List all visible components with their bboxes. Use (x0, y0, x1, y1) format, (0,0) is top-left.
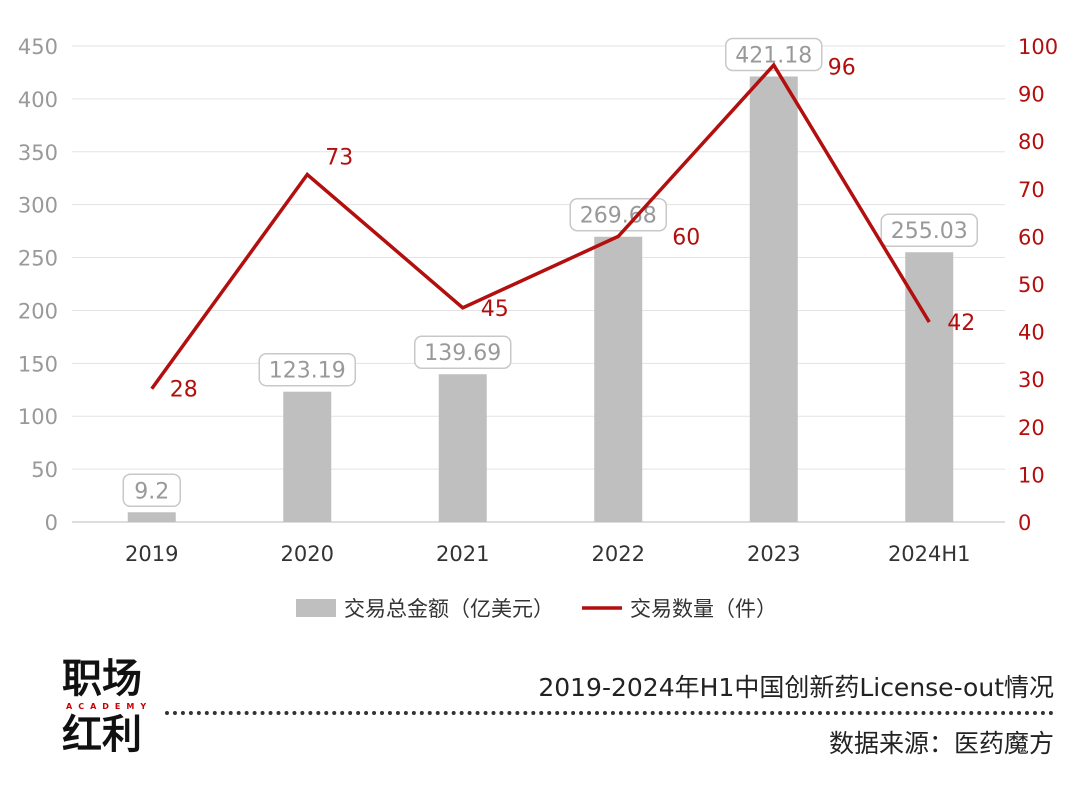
logo-sub: ACADEMY (66, 702, 153, 711)
x-tick: 2022 (592, 542, 645, 566)
y-right-tick: 70 (1018, 178, 1045, 202)
y-right-tick: 40 (1018, 321, 1045, 345)
y-right-tick: 80 (1018, 130, 1045, 154)
y-right-tick: 10 (1018, 463, 1045, 487)
chart: 0 50 100 150 200 250 300 350 400 450 0 10 20 30 40 50 60… (18, 35, 1058, 621)
y-left-tick: 450 (18, 35, 58, 59)
bar-label-box (880, 213, 978, 247)
bar (594, 236, 643, 522)
line-label: 42 (947, 311, 975, 336)
y-left-tick: 150 (18, 352, 58, 376)
source-note: 数据来源：医药魔方 (828, 729, 1054, 758)
x-tick: 2021 (436, 542, 489, 566)
line-series (150, 62, 931, 390)
legend-label: 交易数量（件） (630, 597, 777, 621)
y-left-tick: 0 (45, 511, 58, 535)
x-tick: 2020 (281, 542, 334, 566)
bar (127, 512, 176, 522)
bar (438, 374, 487, 522)
bar-label: 123.19 (269, 359, 346, 384)
line-label: 28 (170, 378, 198, 403)
y-right-tick: 100 (1018, 35, 1058, 59)
divider (165, 711, 1054, 715)
logo-line1: 职场 (62, 656, 142, 702)
bar-label: 255.03 (891, 219, 968, 244)
y-left-tick: 350 (18, 141, 58, 165)
y-right-tick: 20 (1018, 416, 1045, 440)
bar (283, 391, 332, 522)
bar-label: 9.2 (134, 479, 169, 504)
line-label: 96 (828, 55, 856, 80)
y-left-tick: 400 (18, 88, 58, 112)
y-left-tick: 250 (18, 247, 58, 271)
x-tick: 2024H1 (888, 542, 971, 566)
y-right-tick: 30 (1018, 368, 1045, 392)
y-right-tick: 60 (1018, 225, 1045, 249)
y-right-tick: 0 (1018, 511, 1031, 535)
bar-label-box (258, 352, 356, 387)
logo: 职场 ACADEMY 红利 (62, 656, 162, 758)
bar (749, 76, 798, 522)
bar-label-box (122, 473, 181, 508)
y-left-tick: 100 (18, 405, 58, 429)
y-left-tick: 50 (31, 458, 58, 482)
line-label: 45 (481, 297, 509, 322)
y-left-tick: 200 (18, 299, 58, 323)
bar-label: 139.69 (424, 341, 501, 366)
y-right-tick: 90 (1018, 83, 1045, 107)
bar-label-box (569, 197, 667, 232)
logo-line2: 红利 (62, 712, 142, 758)
bar-label-box (414, 335, 512, 369)
line-label: 73 (325, 146, 353, 171)
y-left-tick: 300 (18, 194, 58, 218)
x-tick: 2019 (125, 542, 178, 566)
legend-label: 交易总金额（亿美元） (344, 597, 554, 621)
line-label: 60 (672, 225, 700, 250)
bar-label-box (725, 37, 823, 72)
chart-title: 2019-2024年H1中国创新药License-out情况 (538, 673, 1054, 702)
y-right-tick: 50 (1018, 273, 1045, 297)
legend-swatch-bar (296, 599, 336, 617)
x-tick: 2023 (747, 542, 800, 566)
